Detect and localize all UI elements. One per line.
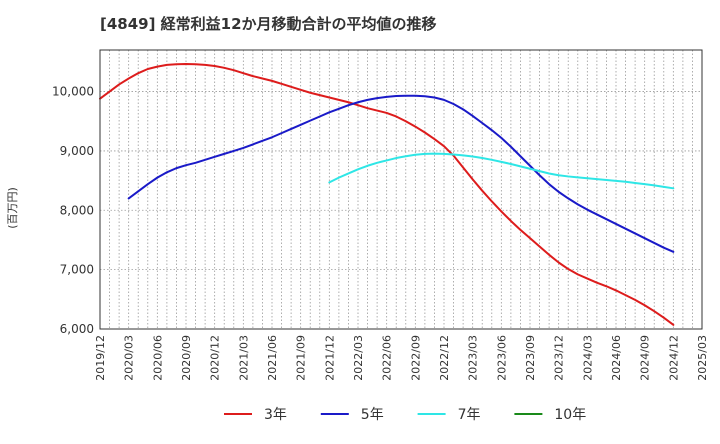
y-tick-label: 9,000 — [60, 144, 94, 158]
x-tick-label: 2021/03 — [237, 335, 250, 381]
legend: 3年 5年 7年 10年 — [224, 407, 586, 423]
x-tick-label: 2021/06 — [266, 335, 279, 381]
chart-title: [4849] 経常利益12か月移動合計の平均値の推移 — [100, 15, 437, 33]
x-tick-label: 2021/09 — [295, 335, 308, 381]
legend-label-5年: 5年 — [361, 407, 384, 423]
legend-label-3年: 3年 — [264, 407, 287, 423]
x-tick-label: 2023/03 — [467, 335, 480, 381]
x-tick-label: 2020/06 — [151, 335, 164, 381]
x-tick-label: 2024/09 — [639, 335, 652, 381]
axes — [99, 49, 703, 330]
x-tick-label: 2024/12 — [667, 335, 680, 381]
legend-label-10年: 10年 — [554, 407, 586, 423]
legend-label-7年: 7年 — [458, 407, 481, 423]
x-tick-label: 2024/06 — [610, 335, 623, 381]
series-line-5年 — [127, 94, 675, 253]
x-tick-labels: 2019/12 2020/03 2020/06 2020/09 2020/12 2021/… — [94, 335, 709, 381]
x-tick-label: 2023/09 — [524, 335, 537, 381]
y-tick-label: 10,000 — [52, 85, 94, 99]
series-lines — [99, 62, 675, 326]
x-tick-label: 2023/06 — [495, 335, 508, 381]
x-tick-label: 2023/12 — [553, 335, 566, 381]
series-line-7年 — [328, 152, 675, 190]
x-tick-label: 2019/12 — [94, 335, 107, 381]
x-tick-label: 2020/12 — [209, 335, 222, 381]
x-tick-label: 2020/09 — [180, 335, 193, 381]
x-tick-label: 2024/03 — [581, 335, 594, 381]
y-tick-label: 7,000 — [60, 263, 94, 277]
x-tick-label: 2022/09 — [409, 335, 422, 381]
x-tick-label: 2022/12 — [438, 335, 451, 381]
plot-frame — [99, 49, 703, 330]
series-line-3年 — [99, 62, 675, 326]
y-tick-label: 8,000 — [60, 203, 94, 217]
x-tick-label: 2022/03 — [352, 335, 365, 381]
y-tick-labels: 6,000 7,000 8,000 9,000 10,000 — [52, 85, 94, 336]
x-tick-label: 2025/03 — [696, 335, 709, 381]
x-tick-label: 2021/12 — [323, 335, 336, 381]
x-tick-label: 2020/03 — [123, 335, 136, 381]
y-axis-label: (百万円) — [6, 187, 19, 229]
y-tick-label: 6,000 — [60, 322, 94, 336]
x-tick-label: 2022/06 — [381, 335, 394, 381]
